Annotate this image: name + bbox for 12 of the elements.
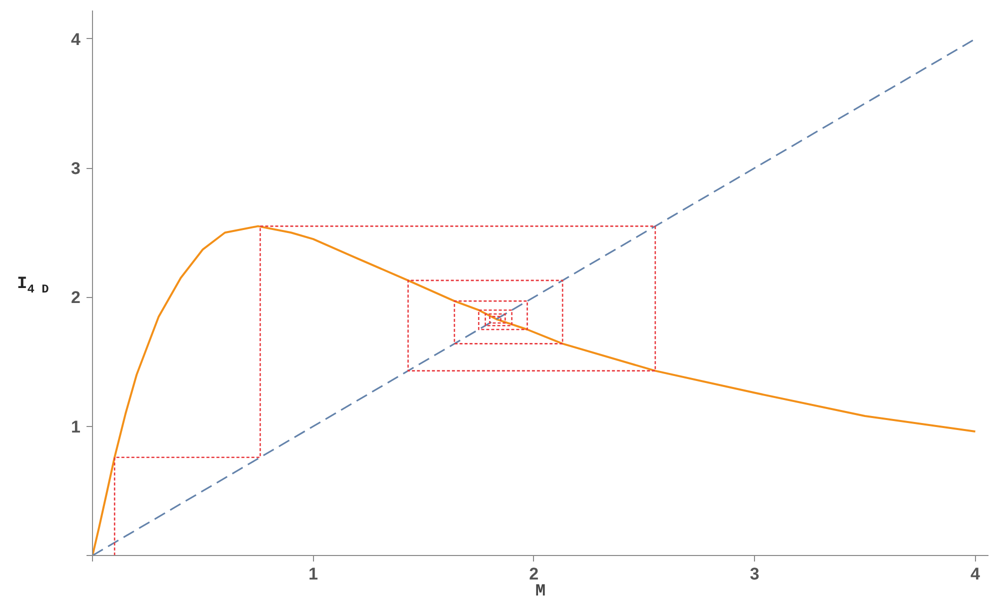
- x-tick-label: 4: [970, 564, 981, 584]
- y-axis-title: I$_{4 D}$: [17, 274, 49, 298]
- x-tick-label: 2: [529, 564, 539, 584]
- y-tick-label: 3: [71, 159, 81, 178]
- x-tick-label: 3: [750, 564, 760, 584]
- x-axis-title: M: [535, 582, 546, 602]
- line-series: [92, 225, 976, 556]
- line-series: [114, 226, 656, 556]
- y-tick-label: 1: [71, 417, 81, 436]
- y-tick-label: 2: [71, 288, 81, 308]
- y-tick-label: 4: [71, 30, 82, 49]
- x-tick-label: 1: [308, 564, 318, 584]
